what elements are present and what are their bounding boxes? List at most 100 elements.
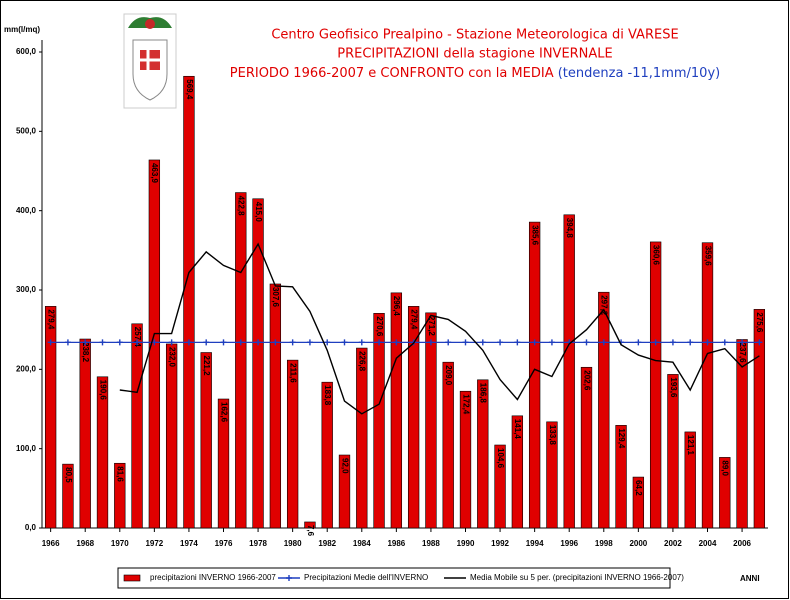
data-label: 415,0 bbox=[254, 202, 263, 223]
data-label: 209,0 bbox=[444, 365, 453, 386]
x-tick-label: 1990 bbox=[457, 539, 475, 548]
data-label: 271,2 bbox=[427, 316, 436, 337]
data-label: 193,6 bbox=[669, 377, 678, 398]
x-tick-label: 1998 bbox=[595, 539, 613, 548]
x-axis-label: ANNI bbox=[740, 574, 760, 583]
data-label: 80,5 bbox=[64, 467, 73, 483]
bar bbox=[580, 366, 593, 529]
data-label: 237,6 bbox=[738, 343, 747, 364]
marker bbox=[445, 339, 452, 346]
bar bbox=[667, 374, 679, 529]
x-tick-label: 2002 bbox=[664, 539, 682, 548]
legend-label: Media Mobile su 5 per. (precipitazioni I… bbox=[470, 573, 684, 582]
marker bbox=[376, 339, 383, 346]
data-label: 360,6 bbox=[652, 245, 661, 266]
x-tick-label: 1982 bbox=[318, 539, 336, 548]
data-label: 64,2 bbox=[634, 480, 643, 496]
bar bbox=[114, 462, 126, 529]
legend bbox=[117, 567, 671, 589]
marker bbox=[341, 339, 348, 346]
title-line: Centro Geofisico Prealpino - Stazione Me… bbox=[271, 28, 678, 43]
bar bbox=[286, 359, 299, 529]
data-label: 569,4 bbox=[185, 79, 194, 100]
bar bbox=[235, 192, 247, 529]
bar bbox=[684, 431, 696, 529]
x-tick-label: 2004 bbox=[699, 539, 717, 548]
bar bbox=[131, 323, 143, 529]
data-label: 307,6 bbox=[271, 287, 280, 308]
data-label: 232,0 bbox=[168, 347, 177, 368]
y-tick-label: 500,0 bbox=[16, 126, 37, 135]
data-label: 141,4 bbox=[513, 419, 522, 440]
bar bbox=[96, 376, 109, 529]
data-label: 162,6 bbox=[219, 402, 228, 423]
data-label: 89,0 bbox=[721, 460, 730, 476]
bar bbox=[719, 457, 731, 529]
bar bbox=[511, 415, 524, 529]
data-label: 385,6 bbox=[531, 225, 540, 246]
bar bbox=[356, 347, 368, 529]
x-tick-label: 1996 bbox=[560, 539, 578, 548]
data-label: 104,6 bbox=[496, 448, 505, 469]
marker bbox=[635, 339, 642, 346]
bar bbox=[477, 379, 489, 529]
x-tick-label: 1994 bbox=[526, 539, 544, 548]
legend-label: Precipitazioni Medie dell'INVERNO bbox=[304, 573, 428, 582]
marker bbox=[652, 339, 659, 346]
data-label: 121,1 bbox=[686, 435, 695, 456]
bar bbox=[165, 343, 178, 529]
bar bbox=[252, 198, 264, 529]
marker bbox=[462, 339, 469, 346]
x-tick-label: 1976 bbox=[215, 539, 233, 548]
marker bbox=[704, 339, 711, 346]
marker bbox=[168, 339, 175, 346]
data-label: 81,6 bbox=[116, 466, 125, 482]
marker bbox=[82, 339, 89, 346]
marker bbox=[479, 339, 486, 346]
x-tick-label: 1968 bbox=[76, 539, 94, 548]
marker bbox=[721, 339, 728, 346]
marker bbox=[687, 339, 694, 346]
x-tick-label: 1978 bbox=[249, 539, 267, 548]
bar bbox=[44, 306, 57, 529]
marker bbox=[306, 339, 313, 346]
marker bbox=[185, 339, 192, 346]
legend-label: precipitazioni INVERNO 1966-2007 bbox=[150, 573, 276, 582]
marker bbox=[393, 339, 400, 346]
data-label: 279,4 bbox=[410, 309, 419, 330]
bar bbox=[442, 361, 454, 529]
bar bbox=[563, 214, 575, 529]
marker bbox=[237, 339, 244, 346]
marker bbox=[427, 339, 434, 346]
data-label: 211,6 bbox=[289, 363, 298, 383]
data-label: 270,6 bbox=[375, 316, 384, 337]
bar bbox=[217, 398, 230, 529]
bar bbox=[62, 463, 74, 529]
bar bbox=[338, 454, 351, 529]
line bbox=[119, 242, 760, 415]
data-label: 190,6 bbox=[98, 380, 107, 401]
marker bbox=[669, 339, 676, 346]
marker bbox=[756, 339, 763, 346]
bar bbox=[546, 421, 558, 529]
bar bbox=[615, 425, 627, 529]
marker bbox=[203, 339, 210, 346]
bar bbox=[269, 283, 282, 529]
subtitle: (tendenza -11,1mm/10y) bbox=[558, 66, 720, 81]
x-tick-label: 2000 bbox=[629, 539, 647, 548]
data-label: 7,6 bbox=[306, 525, 315, 537]
marker bbox=[47, 339, 54, 346]
title-line: PRECIPITAZIONI della stagione INVERNALE bbox=[337, 47, 613, 62]
marker bbox=[548, 339, 555, 346]
bar bbox=[632, 476, 645, 529]
bar bbox=[304, 521, 316, 529]
data-label: 279,4 bbox=[47, 309, 56, 330]
x-tick-label: 1992 bbox=[491, 539, 509, 548]
marker bbox=[324, 339, 331, 346]
marker bbox=[583, 339, 590, 346]
marker bbox=[64, 339, 71, 346]
x-tick-label: 1980 bbox=[284, 539, 302, 548]
data-label: 238,2 bbox=[81, 342, 90, 363]
bar bbox=[183, 75, 195, 529]
y-tick-label: 300,0 bbox=[16, 285, 37, 294]
